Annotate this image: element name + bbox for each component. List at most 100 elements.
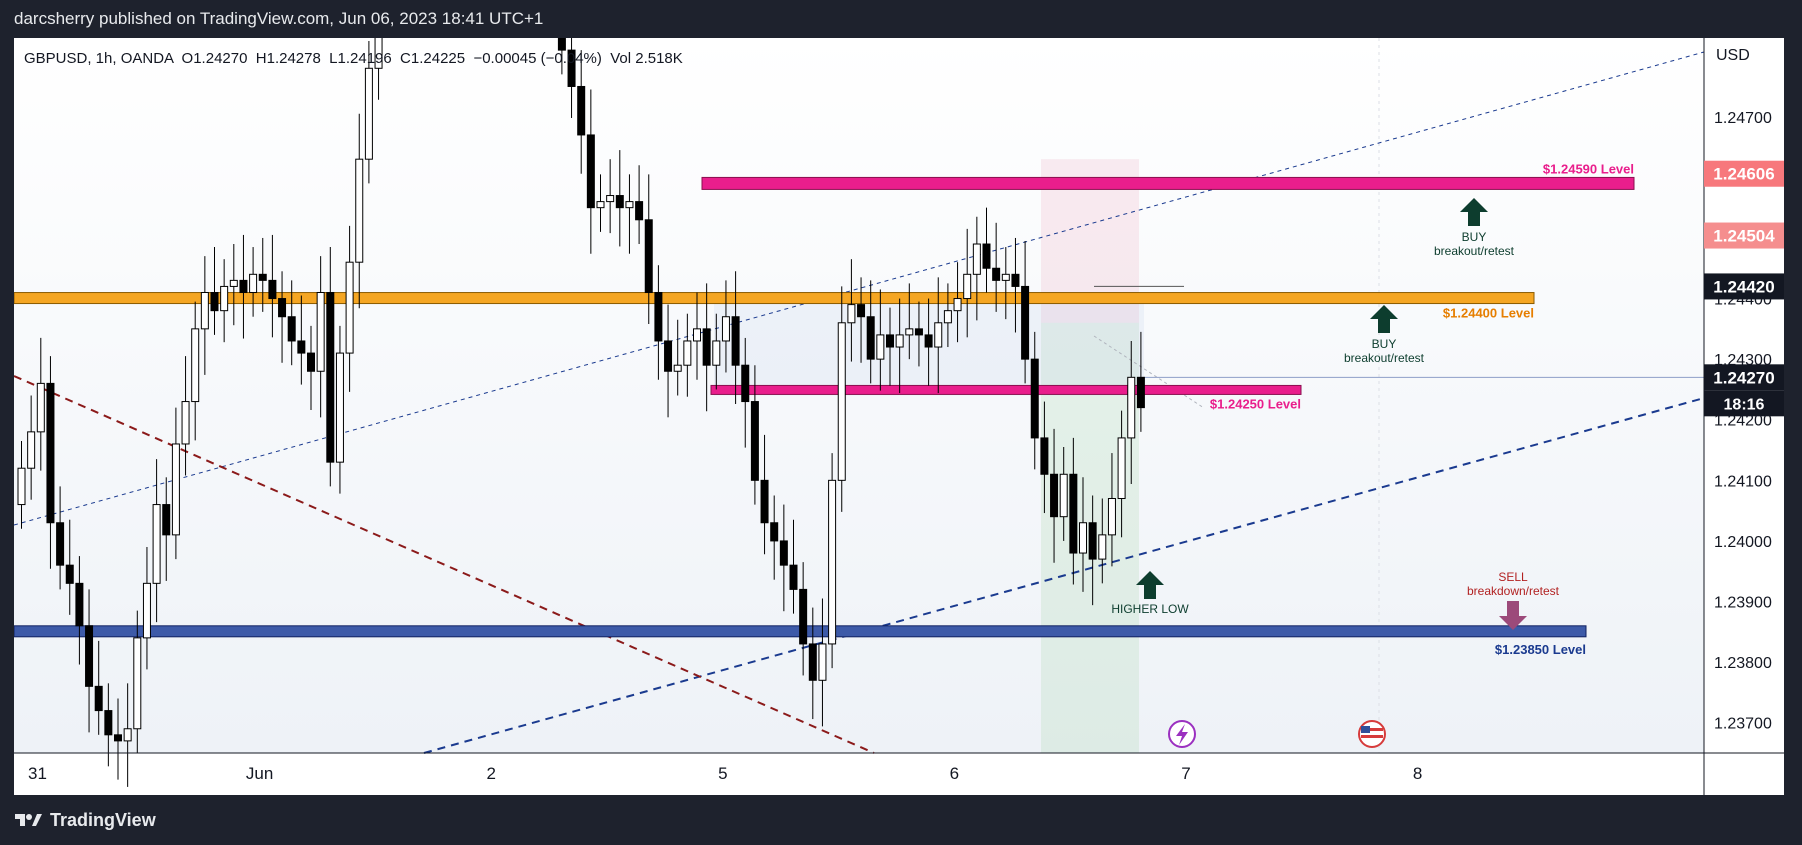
candle-body <box>56 522 65 566</box>
candle <box>606 159 615 234</box>
chart-panel[interactable]: $1.24590 Level $1.24400 Level $1.24250 Lev… <box>14 38 1784 795</box>
candle-body <box>741 364 750 403</box>
candle <box>577 50 586 174</box>
candle-body <box>577 85 586 136</box>
candle-body <box>664 340 673 372</box>
candle <box>104 683 113 767</box>
candle-body <box>702 328 711 366</box>
candle <box>36 337 45 471</box>
candle <box>191 301 200 441</box>
price-tag-label: 1.24504 <box>1713 227 1775 246</box>
x-tick-label: 7 <box>1181 764 1190 783</box>
candle-body <box>171 443 180 536</box>
candle-body <box>104 710 113 736</box>
candle <box>326 247 335 487</box>
candle-body <box>596 201 605 209</box>
candle <box>808 607 817 720</box>
candle <box>895 298 904 394</box>
y-tick-label: 1.24100 <box>1714 473 1772 490</box>
candle-body <box>229 279 238 287</box>
candle-body <box>847 304 856 324</box>
candle-body <box>1040 437 1049 475</box>
lightning-icon <box>1176 724 1188 745</box>
candle <box>307 325 315 411</box>
candle-body <box>567 49 576 87</box>
candle-body <box>818 643 827 681</box>
candle <box>364 41 373 184</box>
footer-brand: TradingView <box>50 809 156 830</box>
candle <box>837 286 846 512</box>
candle-body <box>114 734 122 742</box>
candle <box>644 174 653 324</box>
candle <box>876 289 885 391</box>
candle <box>1011 237 1020 333</box>
candle-body <box>770 522 779 542</box>
price-tag-box <box>1704 273 1784 300</box>
candle <box>152 459 161 623</box>
lightning-event-marker <box>1168 720 1196 748</box>
candle-body <box>1079 522 1087 554</box>
y-tick-label: 1.24000 <box>1714 534 1772 551</box>
candle-body <box>239 279 248 293</box>
candle <box>857 277 866 363</box>
candle-body <box>654 291 663 342</box>
candle-body <box>326 291 335 463</box>
candle <box>760 434 769 555</box>
candle-body <box>972 243 981 275</box>
price-tag-box <box>1704 364 1784 391</box>
candle-body <box>17 467 26 506</box>
annotation-subtitle: breakdown/retest <box>1467 584 1560 598</box>
candle-body <box>837 322 846 481</box>
lower-channel-trendline <box>423 397 1705 754</box>
candle-body <box>85 625 94 687</box>
candle <box>557 38 566 75</box>
candle <box>1098 498 1107 584</box>
candle-body <box>142 582 151 639</box>
candle <box>1069 437 1078 585</box>
candle-body <box>712 340 721 366</box>
candle-body <box>36 382 45 433</box>
candle <box>615 150 624 247</box>
candle-body <box>760 479 769 524</box>
publisher-text: darcsherry published on TradingView.com,… <box>14 9 544 28</box>
candle-body <box>625 201 634 209</box>
candle-body <box>789 564 798 590</box>
level-label: $1.24250 Level <box>1210 396 1301 411</box>
candle <box>249 247 258 317</box>
candle <box>94 640 103 735</box>
candle <box>220 259 229 343</box>
candle <box>963 228 972 338</box>
price-tag-label: 1.24420 <box>1713 277 1774 296</box>
candle <box>914 301 923 367</box>
bar-countdown-label: 18:16 <box>1724 396 1765 413</box>
candle <box>654 265 663 380</box>
candle-body <box>799 588 808 645</box>
annotation-subtitle: breakout/retest <box>1344 351 1425 365</box>
y-tick-label: 1.24700 <box>1714 110 1772 127</box>
candle-body <box>779 540 788 566</box>
x-tick-label: 5 <box>718 764 727 783</box>
candle-body <box>316 291 325 372</box>
annotation-title: BUY <box>1372 337 1397 351</box>
candle <box>886 307 894 386</box>
y-tick-label: 1.23900 <box>1714 595 1772 612</box>
candle <box>712 313 721 390</box>
candlestick-chart[interactable]: $1.24590 Level $1.24400 Level $1.24250 Lev… <box>14 38 1784 795</box>
candle <box>258 237 267 312</box>
candle <box>345 225 354 392</box>
candle-body <box>345 261 354 354</box>
candle <box>46 356 55 569</box>
candle <box>162 477 171 581</box>
candle-body <box>1098 534 1107 560</box>
higher-low-up-arrow <box>1136 571 1164 599</box>
candle <box>770 495 779 580</box>
level-band-124250 <box>710 384 1302 395</box>
candle <box>1040 401 1049 514</box>
x-tick-label: 6 <box>950 764 959 783</box>
candle-body <box>1136 376 1145 409</box>
y-axis-currency-label: USD <box>1716 47 1750 64</box>
candle-body <box>133 637 142 730</box>
candle <box>953 262 962 343</box>
flag-marker-circle <box>1358 720 1386 748</box>
candle <box>142 546 151 670</box>
